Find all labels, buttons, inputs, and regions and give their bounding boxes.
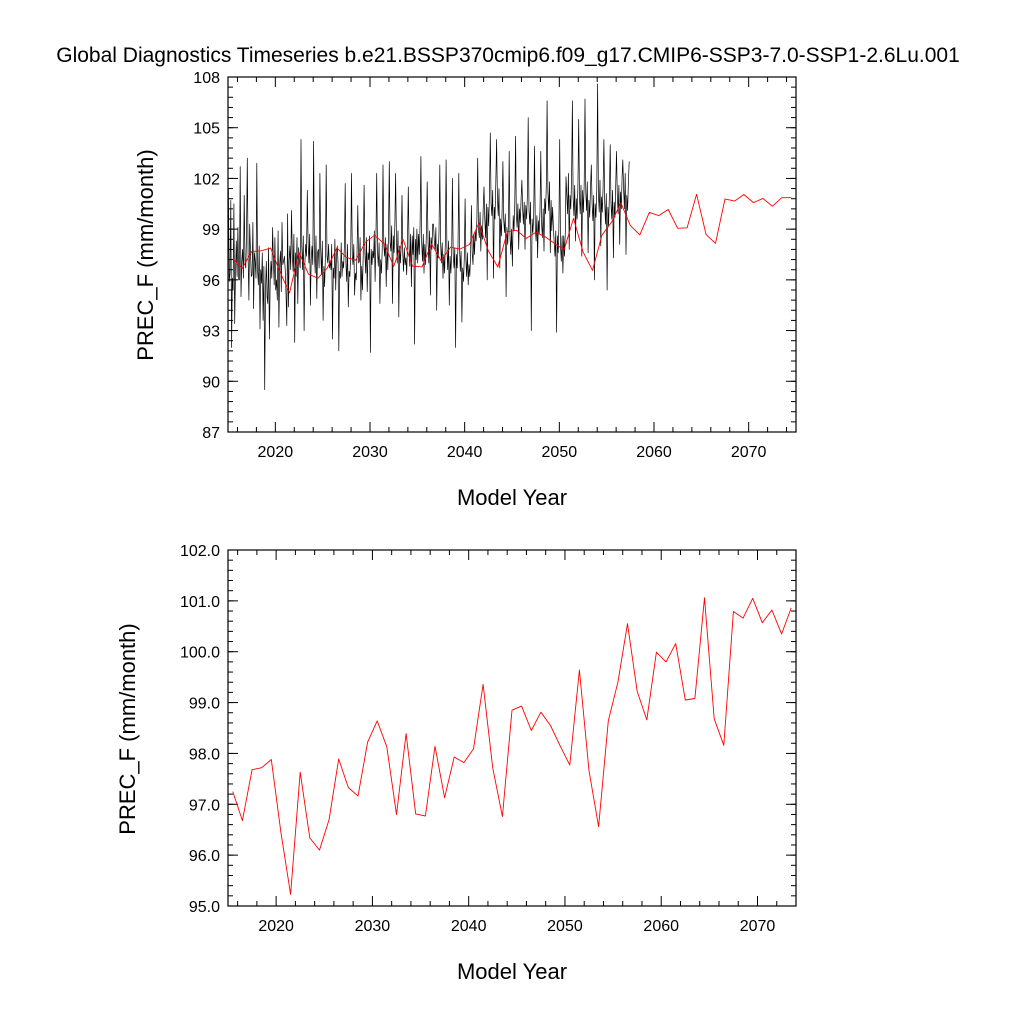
top-y-axis-label: PREC_F (mm/month) [133, 149, 158, 360]
y-tick-label: 98.0 [189, 746, 220, 763]
top-x-axis-label: Model Year [457, 485, 567, 510]
bottom-plot-frame [227, 549, 797, 907]
y-tick-label: 97.0 [189, 797, 220, 814]
top-annual-series-line [232, 193, 792, 294]
y-tick-label: 108 [193, 70, 220, 87]
y-tick-label: 87 [202, 425, 220, 442]
y-tick-label: 99 [202, 222, 220, 239]
top-series [228, 83, 792, 391]
x-tick-label: 2070 [731, 444, 767, 461]
y-tick-label: 90 [202, 374, 220, 391]
y-tick-label: 95.0 [189, 899, 220, 916]
chart-title: Global Diagnostics Timeseries b.e21.BSSP… [56, 44, 960, 67]
x-tick-label: 2070 [740, 918, 776, 935]
x-tick-label: 2060 [643, 918, 679, 935]
y-tick-label: 96.0 [189, 848, 220, 865]
x-tick-label: 2040 [451, 918, 487, 935]
x-tick-label: 2030 [355, 918, 391, 935]
y-tick-label: 100.0 [180, 645, 220, 662]
x-tick-label: 2060 [636, 444, 672, 461]
top-panel: 2020 2030 2040 2050 2060 2070 87 90 93 96 99 102 105… [133, 70, 797, 510]
bottom-x-axis-label: Model Year [457, 959, 567, 984]
top-plot-frame [227, 76, 797, 433]
top-monthly-series-line [228, 83, 630, 391]
x-tick-label: 2040 [447, 444, 483, 461]
x-tick-label: 2030 [352, 444, 388, 461]
bottom-series [232, 597, 792, 895]
x-tick-label: 2050 [542, 444, 578, 461]
y-tick-label: 96 [202, 273, 220, 290]
y-tick-label: 99.0 [189, 696, 220, 713]
y-tick-label: 101.0 [180, 594, 220, 611]
y-tick-label: 102 [193, 171, 220, 188]
y-tick-label: 102.0 [180, 543, 220, 560]
top-ticks: 2020 2030 2040 2050 2060 2070 87 90 93 96 99 102 105… [193, 70, 796, 461]
x-tick-label: 2050 [547, 918, 583, 935]
y-tick-label: 105 [193, 121, 220, 138]
x-tick-label: 2020 [258, 444, 294, 461]
bottom-ticks: 2020 2030 2040 2050 2060 2070 95.0 96.0 97.0 98.0… [180, 543, 797, 935]
y-tick-label: 93 [202, 324, 220, 341]
x-tick-label: 2020 [258, 918, 294, 935]
bottom-panel: 2020 2030 2040 2050 2060 2070 95.0 96.0 97.0 98.0… [115, 543, 797, 984]
bottom-y-axis-label: PREC_F (mm/month) [115, 623, 140, 834]
bottom-annual-series-line [232, 597, 792, 895]
